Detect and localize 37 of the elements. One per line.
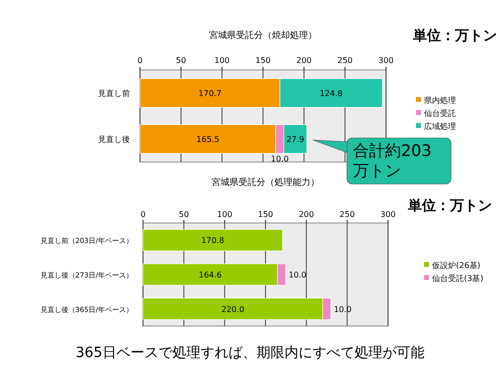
x-tick-label: 200 (298, 210, 314, 219)
x-tick-label: 150 (258, 210, 274, 219)
legend-label: 仙台受託 (424, 109, 456, 118)
x-tick-label: 0 (137, 56, 143, 65)
data-label: 170.8 (201, 236, 224, 246)
x-tick-label: 100 (214, 56, 230, 65)
legend-label: 県内処理 (424, 96, 456, 105)
data-label: 165.5 (196, 135, 220, 144)
y-tick-label: 見直し前 (98, 89, 130, 98)
data-label: 10.0 (270, 154, 289, 164)
x-tick-label: 200 (296, 56, 312, 65)
x-tick-label: 300 (380, 210, 396, 219)
chart-title: 宮城県受託分（焼却処理） (209, 30, 317, 41)
x-tick-label: 50 (176, 56, 186, 65)
x-tick-label: 150 (255, 56, 271, 65)
annotation: 合計約203万トン (353, 141, 433, 181)
x-tick-label: 300 (378, 56, 394, 65)
data-label: 170.7 (198, 89, 222, 98)
text: 単位：万トン (412, 28, 497, 44)
legend-label: 広域処理 (424, 122, 456, 131)
x-tick-label: 100 (217, 210, 232, 219)
text: 単位：万トン (407, 198, 492, 214)
legend-label: 仙台受託(3基) (432, 274, 484, 283)
data-label: 220.0 (221, 304, 244, 314)
bar (142, 229, 283, 252)
data-label: 124.8 (320, 89, 343, 98)
x-tick-label: 50 (178, 210, 189, 219)
x-tick-label: 0 (140, 210, 146, 219)
data-label: 27.9 (286, 135, 304, 144)
data-label: 10.0 (288, 270, 306, 280)
x-tick-label: 250 (340, 210, 355, 219)
data-label: 164.6 (198, 270, 222, 280)
chart-title: 宮城県受託分（処理能力） (212, 177, 320, 188)
y-tick-label: 見直し後 (98, 135, 130, 144)
x-tick-label: 250 (337, 56, 353, 65)
legend-label: 仮設炉(26基) (432, 261, 480, 270)
text: 365日ベースで処理すれば、期限内にすべて処理が可能 (76, 345, 424, 361)
